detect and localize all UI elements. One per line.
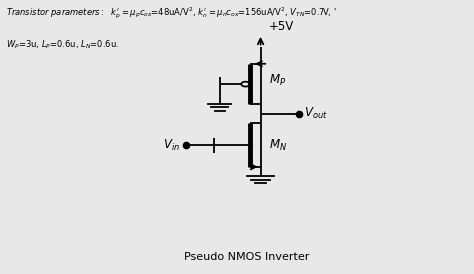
Text: $M_P$: $M_P$	[269, 73, 286, 88]
Text: Pseudo NMOS Inverter: Pseudo NMOS Inverter	[184, 252, 309, 262]
Text: $V_{out}$: $V_{out}$	[304, 106, 328, 121]
Text: $M_N$: $M_N$	[269, 138, 287, 153]
Text: $W_P$=3u, $L_P$=0.6u, $L_N$=0.6u.: $W_P$=3u, $L_P$=0.6u, $L_N$=0.6u.	[6, 38, 119, 50]
Text: +5V: +5V	[269, 19, 294, 33]
Text: $\it{Transistor\ parameters:}$  $k_p'=\mu_p c_{ox}$=48uA/V$^2$, $k_n'=\mu_n c_{o: $\it{Transistor\ parameters:}$ $k_p'=\mu…	[6, 5, 337, 21]
Text: $V_{in}$: $V_{in}$	[163, 138, 180, 153]
